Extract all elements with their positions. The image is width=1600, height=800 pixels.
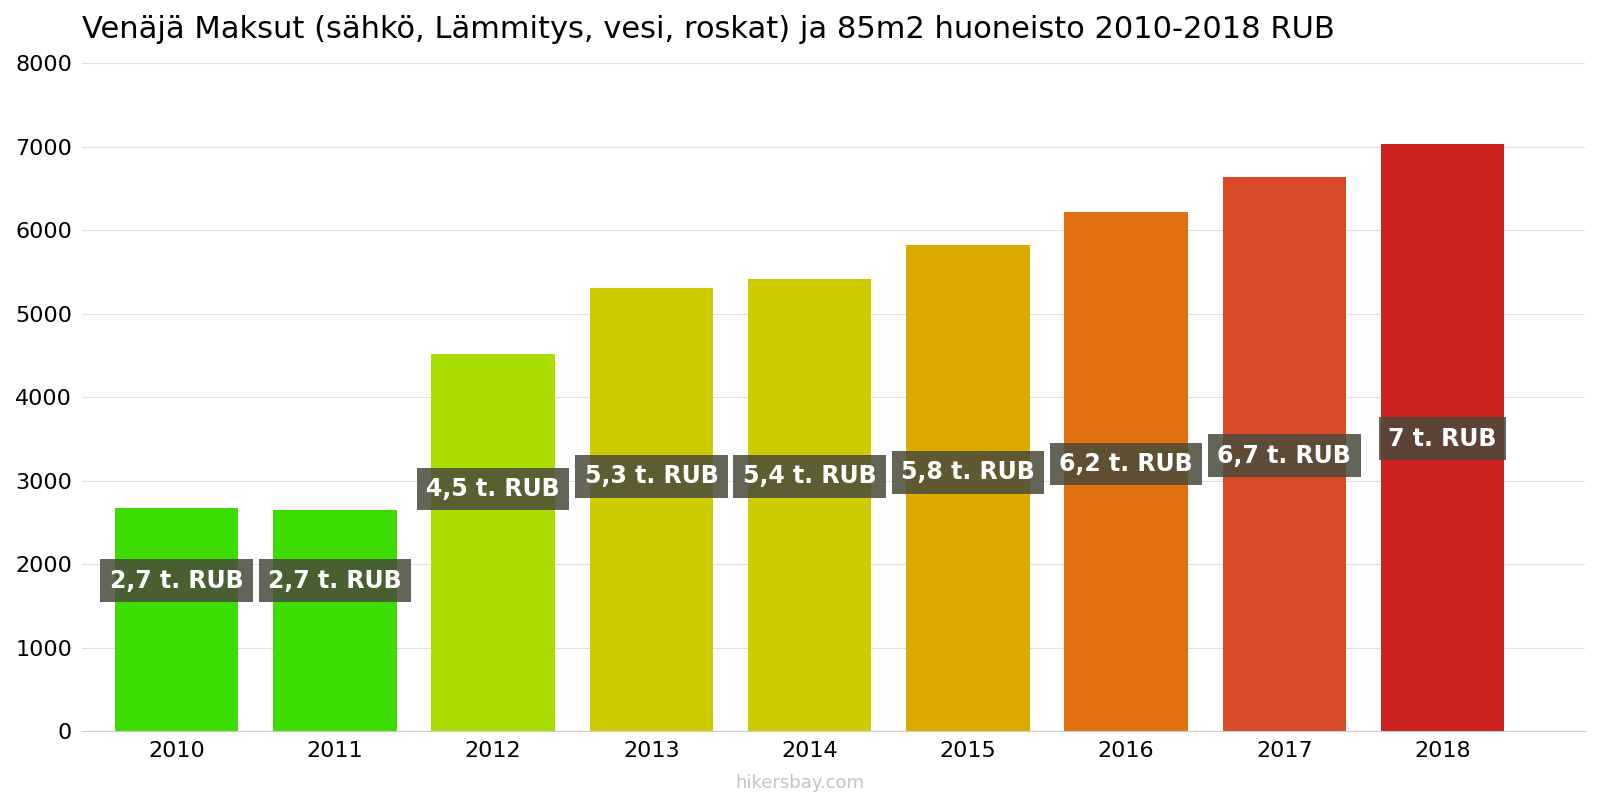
Bar: [1222, 178, 1346, 731]
Bar: [1064, 212, 1187, 731]
Text: 2,7 t. RUB: 2,7 t. RUB: [110, 569, 243, 593]
Text: Venäjä Maksut (sähkö, Lämmitys, vesi, roskat) ja 85m2 huoneisto 2010-2018 RUB: Venäjä Maksut (sähkö, Lämmitys, vesi, ro…: [82, 15, 1334, 44]
Bar: [115, 508, 238, 731]
Bar: [747, 278, 872, 731]
Text: 6,7 t. RUB: 6,7 t. RUB: [1218, 444, 1352, 468]
Bar: [1381, 144, 1504, 731]
Text: 4,5 t. RUB: 4,5 t. RUB: [426, 477, 560, 501]
Bar: [274, 510, 397, 731]
Text: 6,2 t. RUB: 6,2 t. RUB: [1059, 452, 1194, 476]
Text: 5,3 t. RUB: 5,3 t. RUB: [584, 465, 718, 489]
Bar: [432, 354, 555, 731]
Bar: [906, 245, 1029, 731]
Text: 7 t. RUB: 7 t. RUB: [1389, 427, 1496, 451]
Text: 5,4 t. RUB: 5,4 t. RUB: [742, 465, 877, 489]
Bar: [590, 288, 714, 731]
Text: hikersbay.com: hikersbay.com: [736, 774, 864, 792]
Text: 5,8 t. RUB: 5,8 t. RUB: [901, 460, 1035, 484]
Text: 2,7 t. RUB: 2,7 t. RUB: [269, 569, 402, 593]
